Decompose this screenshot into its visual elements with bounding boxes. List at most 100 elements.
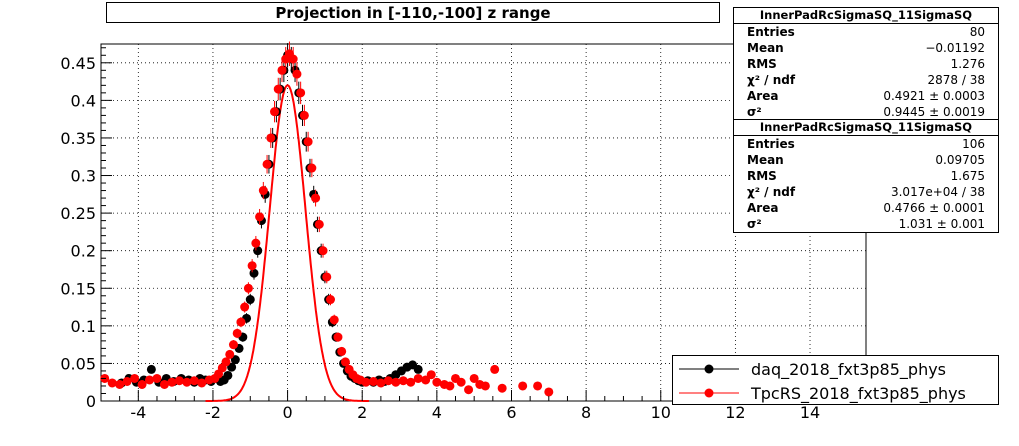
stats-label: σ²	[747, 105, 762, 119]
data-point	[146, 364, 156, 374]
stats-row: Area 0.4766 ± 0.0001	[734, 200, 998, 216]
data-point	[115, 379, 125, 389]
y-tick-label: 0.2	[71, 242, 96, 261]
data-point	[262, 159, 272, 169]
x-tick-label: 4	[432, 403, 442, 422]
data-point	[107, 378, 117, 388]
data-point	[255, 212, 265, 222]
stats-row: RMS 1.276	[734, 56, 998, 72]
y-tick-label: 0.15	[60, 279, 96, 298]
legend: daq_2018_fxt3p85_phys TpcRS_2018_fxt3p85…	[672, 355, 999, 405]
stats-value: 0.09705	[935, 153, 985, 167]
data-point	[464, 385, 474, 395]
stats-row: RMS 1.675	[734, 168, 998, 184]
x-tick-label: 6	[506, 403, 516, 422]
data-point	[307, 163, 317, 173]
data-point	[182, 377, 192, 387]
data-point	[273, 84, 283, 94]
stats-value: 80	[969, 25, 985, 39]
stats-value: 1.276	[950, 57, 985, 71]
data-point	[230, 355, 240, 365]
stats-label: Area	[747, 201, 779, 215]
stats-row: Mean 0.09705	[734, 152, 998, 168]
stats-label: χ² / ndf	[747, 185, 796, 199]
data-point	[329, 315, 339, 325]
data-point	[544, 387, 554, 397]
legend-marker-icon	[679, 364, 739, 374]
data-point	[361, 377, 371, 387]
x-tick-label: 0	[282, 403, 292, 422]
data-point	[122, 376, 132, 386]
data-point	[340, 357, 350, 367]
stats-value: 2878 / 38	[927, 73, 985, 87]
data-point	[247, 261, 257, 271]
stats-row: σ² 0.9445 ± 0.0019	[734, 104, 998, 120]
legend-entry-tpcrs: TpcRS_2018_fxt3p85_phys	[673, 381, 998, 405]
data-point	[270, 107, 280, 117]
data-point	[266, 133, 276, 143]
data-point	[130, 373, 140, 383]
stats-title: InnerPadRcSigmaSQ_11SigmaSQ	[734, 120, 998, 136]
data-point	[236, 317, 246, 327]
data-point	[243, 283, 253, 293]
data-point	[189, 376, 199, 386]
data-point	[145, 375, 155, 385]
legend-marker-icon	[679, 388, 739, 398]
data-point	[533, 381, 543, 391]
legend-label: TpcRS_2018_fxt3p85_phys	[751, 383, 966, 403]
stats-row: Area 0.4921 ± 0.0003	[734, 88, 998, 104]
data-point	[174, 376, 184, 386]
x-axis-ticks: -4 -2 0 2 4 6 8 10 12 14	[100, 390, 867, 422]
data-point	[258, 186, 268, 196]
stats-label: Mean	[747, 41, 784, 55]
data-point	[426, 370, 436, 380]
stats-row: Entries 106	[734, 136, 998, 152]
fit-curve	[205, 84, 369, 402]
data-point	[445, 381, 455, 391]
x-tick-label: 12	[725, 403, 745, 422]
points-layer	[100, 41, 554, 397]
y-tick-label: 0.1	[71, 317, 96, 336]
y-tick-label: 0.3	[71, 167, 96, 186]
y-tick-label: 0.05	[60, 354, 96, 373]
legend-label: daq_2018_fxt3p85_phys	[751, 359, 947, 379]
y-tick-label: 0.25	[60, 204, 96, 223]
y-tick-label: 0.45	[60, 54, 96, 73]
stats-value: 0.4921 ± 0.0003	[883, 89, 985, 103]
data-point	[497, 383, 507, 393]
data-point	[296, 88, 306, 98]
data-point	[490, 364, 500, 374]
data-point	[337, 346, 347, 356]
data-point	[480, 381, 490, 391]
data-point	[456, 377, 466, 387]
y-tick-label: 0.35	[60, 129, 96, 148]
stats-value: −0.01192	[925, 41, 985, 55]
stats-box-daq: InnerPadRcSigmaSQ_11SigmaSQ Entries 80 Mean…	[733, 7, 999, 121]
stats-title: InnerPadRcSigmaSQ_11SigmaSQ	[734, 8, 998, 24]
chart-title: Projection in [-110,-100] z range	[106, 2, 720, 23]
data-point	[413, 373, 423, 383]
stats-label: Entries	[747, 25, 795, 39]
data-point	[376, 378, 386, 388]
data-point	[398, 376, 408, 386]
data-point	[322, 272, 332, 282]
x-tick-label: 8	[581, 403, 591, 422]
stats-label: Mean	[747, 153, 784, 167]
legend-entry-daq: daq_2018_fxt3p85_phys	[673, 357, 998, 381]
stats-row: Entries 80	[734, 24, 998, 40]
stats-label: σ²	[747, 217, 762, 231]
data-point	[225, 349, 235, 359]
data-point	[299, 110, 309, 120]
data-point	[232, 328, 242, 338]
x-tick-label: 14	[800, 403, 820, 422]
stats-label: χ² / ndf	[747, 73, 796, 87]
y-tick-label: 0	[86, 392, 96, 411]
data-point	[152, 373, 162, 383]
data-point	[253, 246, 263, 256]
data-point	[314, 219, 324, 229]
data-point	[311, 193, 321, 203]
data-point	[159, 379, 169, 389]
stats-value: 1.031 ± 0.001	[898, 217, 985, 231]
stats-value: 0.4766 ± 0.0001	[883, 201, 985, 215]
data-point	[288, 54, 298, 64]
